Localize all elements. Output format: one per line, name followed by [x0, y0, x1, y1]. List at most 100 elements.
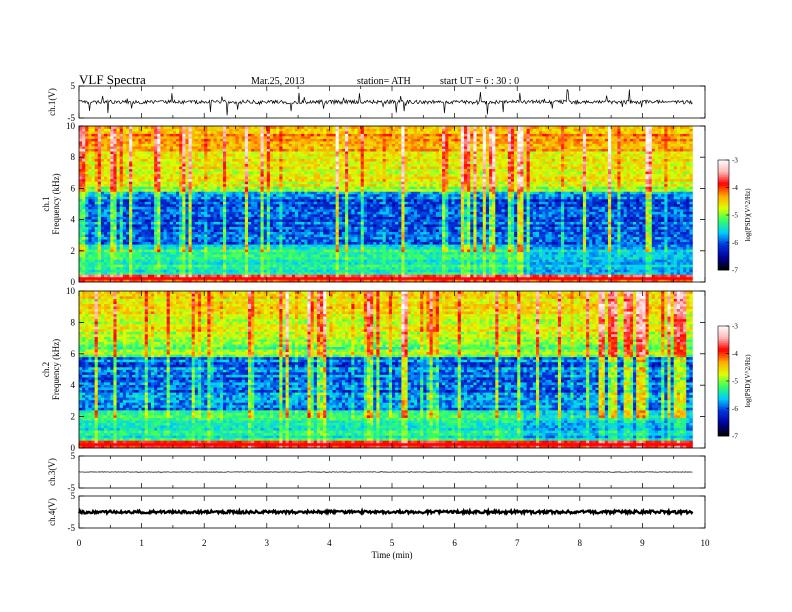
spectrogram-cell	[473, 259, 477, 263]
spectrogram-cell	[204, 229, 208, 232]
spectrogram-cell	[116, 229, 120, 232]
spectrogram-cell	[551, 261, 556, 265]
spectrogram-cell	[467, 274, 471, 278]
spectrogram-cell	[498, 239, 502, 243]
spectrogram-cell	[661, 269, 665, 273]
spectrogram-cell	[388, 239, 393, 243]
spectrogram-cell	[166, 224, 171, 227]
spectrogram-cell	[670, 261, 674, 265]
spectrogram-cell	[460, 249, 465, 253]
spectrogram-cell	[213, 249, 218, 253]
spectrogram-cell	[144, 241, 149, 245]
spectrogram-cell	[517, 241, 521, 245]
spectrogram-cell	[276, 224, 280, 227]
spectrogram-cell	[222, 271, 227, 275]
spectrogram-cell	[454, 249, 459, 253]
spectrogram-cell	[589, 256, 593, 260]
spectrogram-cell	[479, 241, 484, 245]
spectrogram-cell	[564, 266, 568, 270]
spectrogram-cell	[642, 221, 646, 225]
spectrogram-cell	[689, 266, 693, 270]
spectrogram-cell	[520, 254, 524, 258]
spectrogram-cell	[645, 231, 649, 235]
spectrogram-cell	[473, 221, 477, 225]
spectrogram-cell	[520, 269, 524, 273]
spectrogram-cell	[307, 226, 311, 230]
spectrogram-cell	[388, 259, 393, 263]
spectrogram-cell	[188, 249, 192, 253]
spectrogram-cell	[636, 271, 640, 275]
spectrogram-cell	[79, 241, 83, 245]
spectrogram-cell	[204, 276, 208, 280]
spectrogram-cell	[517, 239, 521, 243]
spectrogram-cell	[658, 219, 662, 222]
spectrogram-cell	[492, 276, 496, 280]
spectrogram-cell	[557, 266, 562, 270]
spectrogram-cell	[169, 264, 174, 268]
spectrogram-cell	[185, 264, 189, 268]
spectrogram-cell	[125, 259, 130, 263]
spectrogram-cell	[392, 241, 396, 245]
spectrogram-cell	[626, 264, 631, 268]
spectrogram-cell	[670, 224, 674, 227]
spectrogram-cell	[642, 256, 646, 260]
spectrogram-cell	[197, 259, 202, 263]
spectrogram-cell	[326, 241, 330, 245]
spectrogram-cell	[529, 279, 534, 283]
spectrogram-cell	[226, 226, 230, 230]
spectrogram-cell	[582, 274, 587, 278]
spectrogram-cell	[197, 276, 202, 280]
spectrogram-cell	[335, 241, 340, 245]
spectrogram-cell	[639, 224, 643, 227]
spectrogram-cell	[501, 234, 505, 238]
spectrogram-cell	[489, 261, 493, 265]
spectrogram-cell	[592, 234, 596, 238]
spectrogram-cell	[614, 224, 618, 227]
spectrogram-cell	[226, 254, 230, 258]
spectrogram-cell	[113, 226, 117, 230]
spectrogram-cell	[651, 246, 656, 250]
spectrogram-cell	[470, 229, 474, 232]
spectrogram-cell	[238, 266, 243, 270]
spectrogram-cell	[623, 251, 628, 255]
spectrogram-cell	[210, 279, 214, 283]
spectrogram-cell	[410, 221, 415, 225]
spectrogram-cell	[370, 259, 374, 263]
spectrogram-cell	[110, 221, 114, 225]
spectrogram-cell	[338, 221, 343, 225]
spectrogram-cell	[532, 271, 537, 275]
spectrogram-cell	[601, 244, 606, 248]
spectrogram-cell	[229, 244, 233, 248]
spectrogram-cell	[607, 244, 612, 248]
spectrogram-cell	[172, 239, 177, 243]
spectrogram-cell	[570, 246, 574, 250]
spectrogram-cell	[636, 234, 640, 238]
spectrogram-cell	[589, 249, 593, 253]
spectrogram-cell	[363, 276, 368, 280]
spectrogram-cell	[132, 244, 136, 248]
spectrogram-cell	[451, 239, 455, 243]
spectrogram-cell	[294, 229, 299, 232]
spectrogram-cell	[561, 239, 565, 243]
spectrogram-cell	[501, 239, 505, 243]
spectrogram-cell	[442, 234, 446, 238]
spectrogram-cell	[357, 259, 361, 263]
spectrogram-cell	[432, 229, 437, 232]
spectrogram-cell	[288, 264, 293, 268]
spectrogram-cell	[135, 251, 139, 255]
spectrogram-cell	[598, 219, 603, 222]
spectrogram-cell	[661, 261, 665, 265]
spectrogram-cell	[623, 219, 628, 222]
spectrogram-cell	[664, 239, 668, 243]
spectrogram-cell	[476, 241, 480, 245]
spectrogram-cell	[679, 274, 684, 278]
spectrogram-cell	[176, 229, 180, 232]
spectrogram-cell	[526, 234, 531, 238]
spectrogram-cell	[438, 266, 443, 270]
spectrogram-cell	[263, 279, 268, 283]
spectrogram-cell	[626, 261, 631, 265]
spectrogram-cell	[154, 259, 158, 263]
spectrogram-cell	[238, 274, 243, 278]
spectrogram-cell	[260, 269, 264, 273]
spectrogram-cell	[332, 269, 336, 273]
